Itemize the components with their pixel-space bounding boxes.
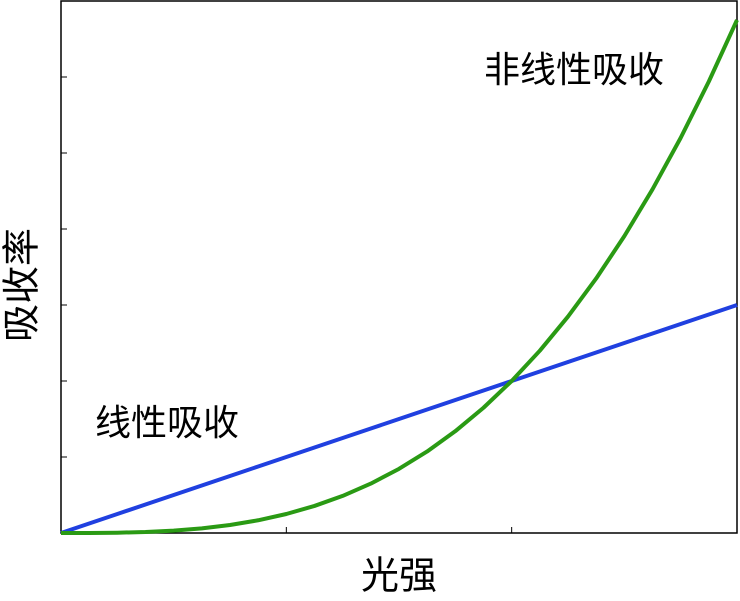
plot-frame — [60, 0, 738, 534]
x-axis-label: 光强 — [361, 554, 437, 598]
line-series — [60, 19, 739, 535]
annotation: 线性吸收 — [95, 403, 239, 444]
y-axis-label: 吸收率 — [0, 228, 44, 342]
line-series — [60, 303, 738, 535]
annotation: 非线性吸收 — [484, 50, 664, 91]
